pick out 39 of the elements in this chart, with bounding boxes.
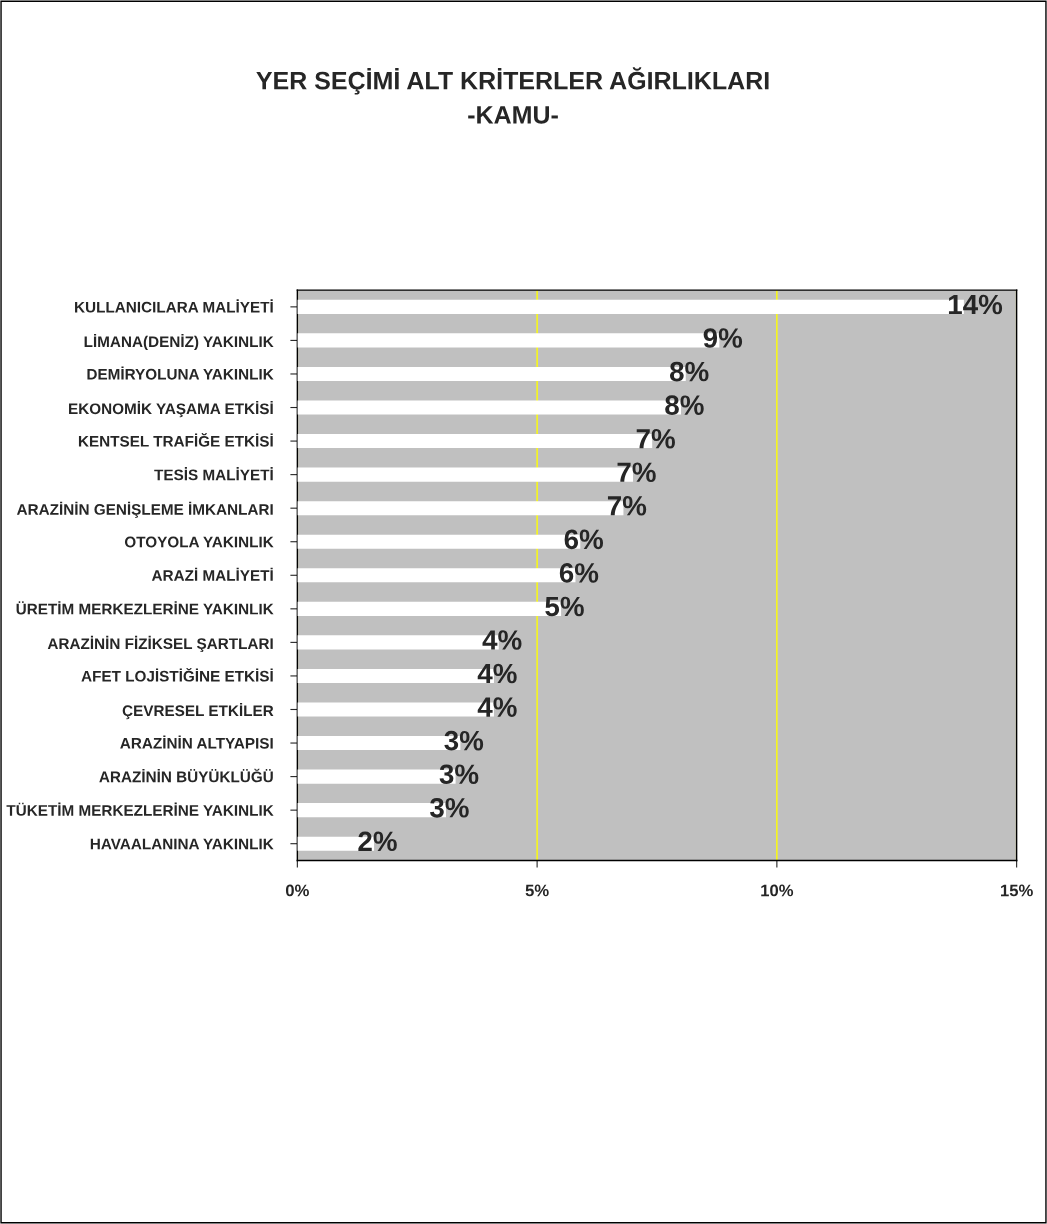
x-tick-label: 5% (525, 884, 549, 897)
y-tick-label: ARAZİNİN FİZİKSEL ŞARTLARI (47, 635, 273, 653)
data-label: 7% (617, 462, 656, 483)
data-label: 9% (703, 328, 743, 348)
data-label: 3% (439, 764, 479, 785)
y-tick-label: TESİS MALİYETİ (154, 467, 273, 481)
data-label: 14% (948, 294, 1003, 315)
data-label: 8% (669, 361, 709, 382)
y-tick-label: ARAZİ MALİYETİ (151, 567, 273, 581)
y-tick-label: DEMİRYOLUNA YAKINLIK (87, 366, 274, 380)
y-tick-label: ARAZİNİN GENİŞLEME İMKANLARI (16, 501, 273, 518)
y-tick-label: KENTSEL TRAFİĞE ETKİSİ (78, 433, 273, 447)
data-label: 5% (545, 596, 584, 617)
data-label: 3% (429, 797, 469, 818)
x-tick-label: 0% (285, 884, 309, 897)
data-label: 6% (564, 529, 604, 550)
data-label: 7% (607, 496, 647, 516)
y-tick-label: ÜRETİM MERKEZLERİNE YAKINLIK (16, 601, 274, 615)
data-label: 7% (636, 428, 675, 449)
data-label: 4% (477, 697, 517, 717)
y-tick-label: ARAZİNİN ALTYAPISI (120, 735, 273, 749)
data-label: 4% (482, 630, 522, 650)
y-tick-label: ÇEVRESEL ETKİLER (122, 702, 274, 720)
data-label: 8% (665, 395, 704, 415)
data-label: 6% (559, 563, 599, 583)
chart-title: YER SEÇİMİ ALT KRİTERLER AĞIRLIKLARI -KAMU- (256, 67, 769, 124)
y-tick-label: HAVAALANINA YAKINLIK (90, 838, 274, 850)
y-tick-label: KULLANICILARA MALİYETİ (75, 299, 273, 313)
y-tick-label: OTOYOLA YAKINLIK (124, 536, 274, 548)
y-tick-label: TÜKETİM MERKEZLERİNE YAKINLIK (6, 802, 274, 816)
y-tick-label: ARAZİNİN BÜYÜKLÜĞÜ (99, 768, 273, 783)
data-label: 4% (477, 663, 517, 684)
y-tick-label: EKONOMİK YAŞAMA ETKİSİ (69, 400, 273, 418)
data-label: 3% (444, 730, 484, 751)
x-tick-label: 10% (761, 884, 794, 897)
y-tick-label: AFET LOJİSTİĞİNE ETKİSİ (81, 667, 273, 682)
data-label: 2% (358, 831, 397, 852)
x-tick-label: 15% (1001, 884, 1033, 897)
y-tick-label: LİMANA(DENİZ) YAKINLIK (84, 333, 274, 351)
